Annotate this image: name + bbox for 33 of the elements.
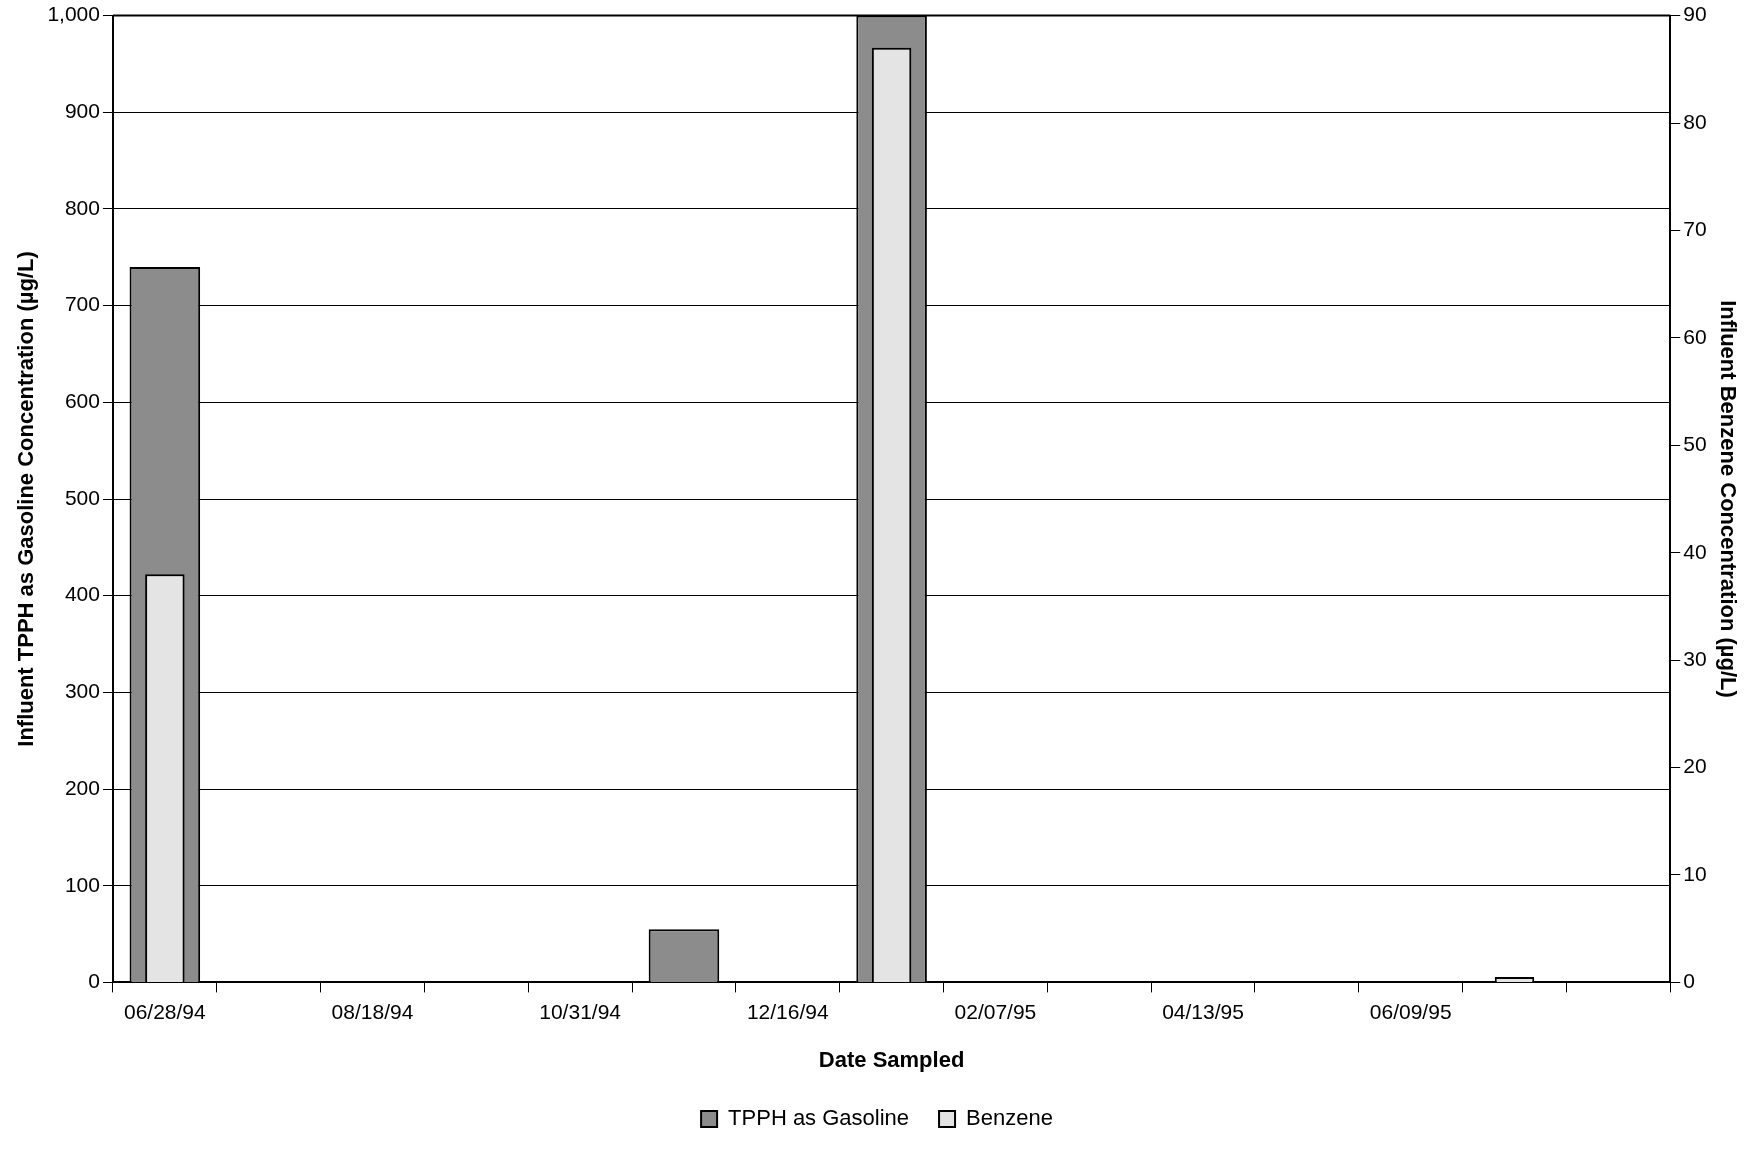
- y-tick-label: 800: [64, 195, 100, 219]
- y-tick-label: 200: [64, 775, 100, 799]
- y2-tick-label: 80: [1683, 109, 1707, 133]
- y2-tick-label: 90: [1683, 2, 1707, 26]
- x-tick-label: 02/07/95: [954, 999, 1037, 1023]
- x-tick-label: 08/18/94: [331, 999, 414, 1023]
- x-tick-label: 04/13/95: [1162, 999, 1244, 1023]
- y2-tick-label: 40: [1683, 539, 1707, 563]
- y2-tick-label: 10: [1683, 861, 1707, 885]
- y-tick-label: 300: [64, 679, 100, 703]
- legend-label: TPPH as Gasoline: [728, 1105, 910, 1131]
- y-tick-label: 0: [88, 969, 100, 993]
- y2-tick-label: 50: [1683, 432, 1707, 456]
- x-tick-label: 10/31/94: [539, 999, 622, 1023]
- y2-tick-label: 70: [1683, 217, 1707, 241]
- x-tick-label: 06/09/95: [1369, 999, 1452, 1023]
- y-tick-label: 900: [64, 99, 100, 123]
- y-axis-title: Influent TPPH as Gasoline Concentration (µg/L): [13, 251, 39, 747]
- y-tick-label: 700: [64, 292, 100, 316]
- x-tick-label: 12/16/94: [746, 999, 829, 1023]
- y-tick-label: 500: [64, 485, 100, 509]
- y-tick-label: 100: [64, 872, 100, 896]
- y2-tick-label: 20: [1683, 754, 1707, 778]
- y-tick-label: 600: [64, 389, 100, 413]
- y-tick-label: 400: [64, 582, 100, 606]
- y2-tick-label: 60: [1683, 324, 1707, 348]
- legend-label: Benzene: [966, 1105, 1053, 1131]
- x-tick-label: 06/28/94: [123, 999, 207, 1023]
- x-axis-title: Date Sampled: [818, 1046, 965, 1072]
- y2-tick-label: 0: [1683, 969, 1695, 993]
- y2-tick-label: 30: [1683, 646, 1707, 670]
- y-tick-label: 1,000: [47, 2, 100, 26]
- y2-axis-title: Influent Benzene Concentration (µg/L): [1715, 300, 1741, 698]
